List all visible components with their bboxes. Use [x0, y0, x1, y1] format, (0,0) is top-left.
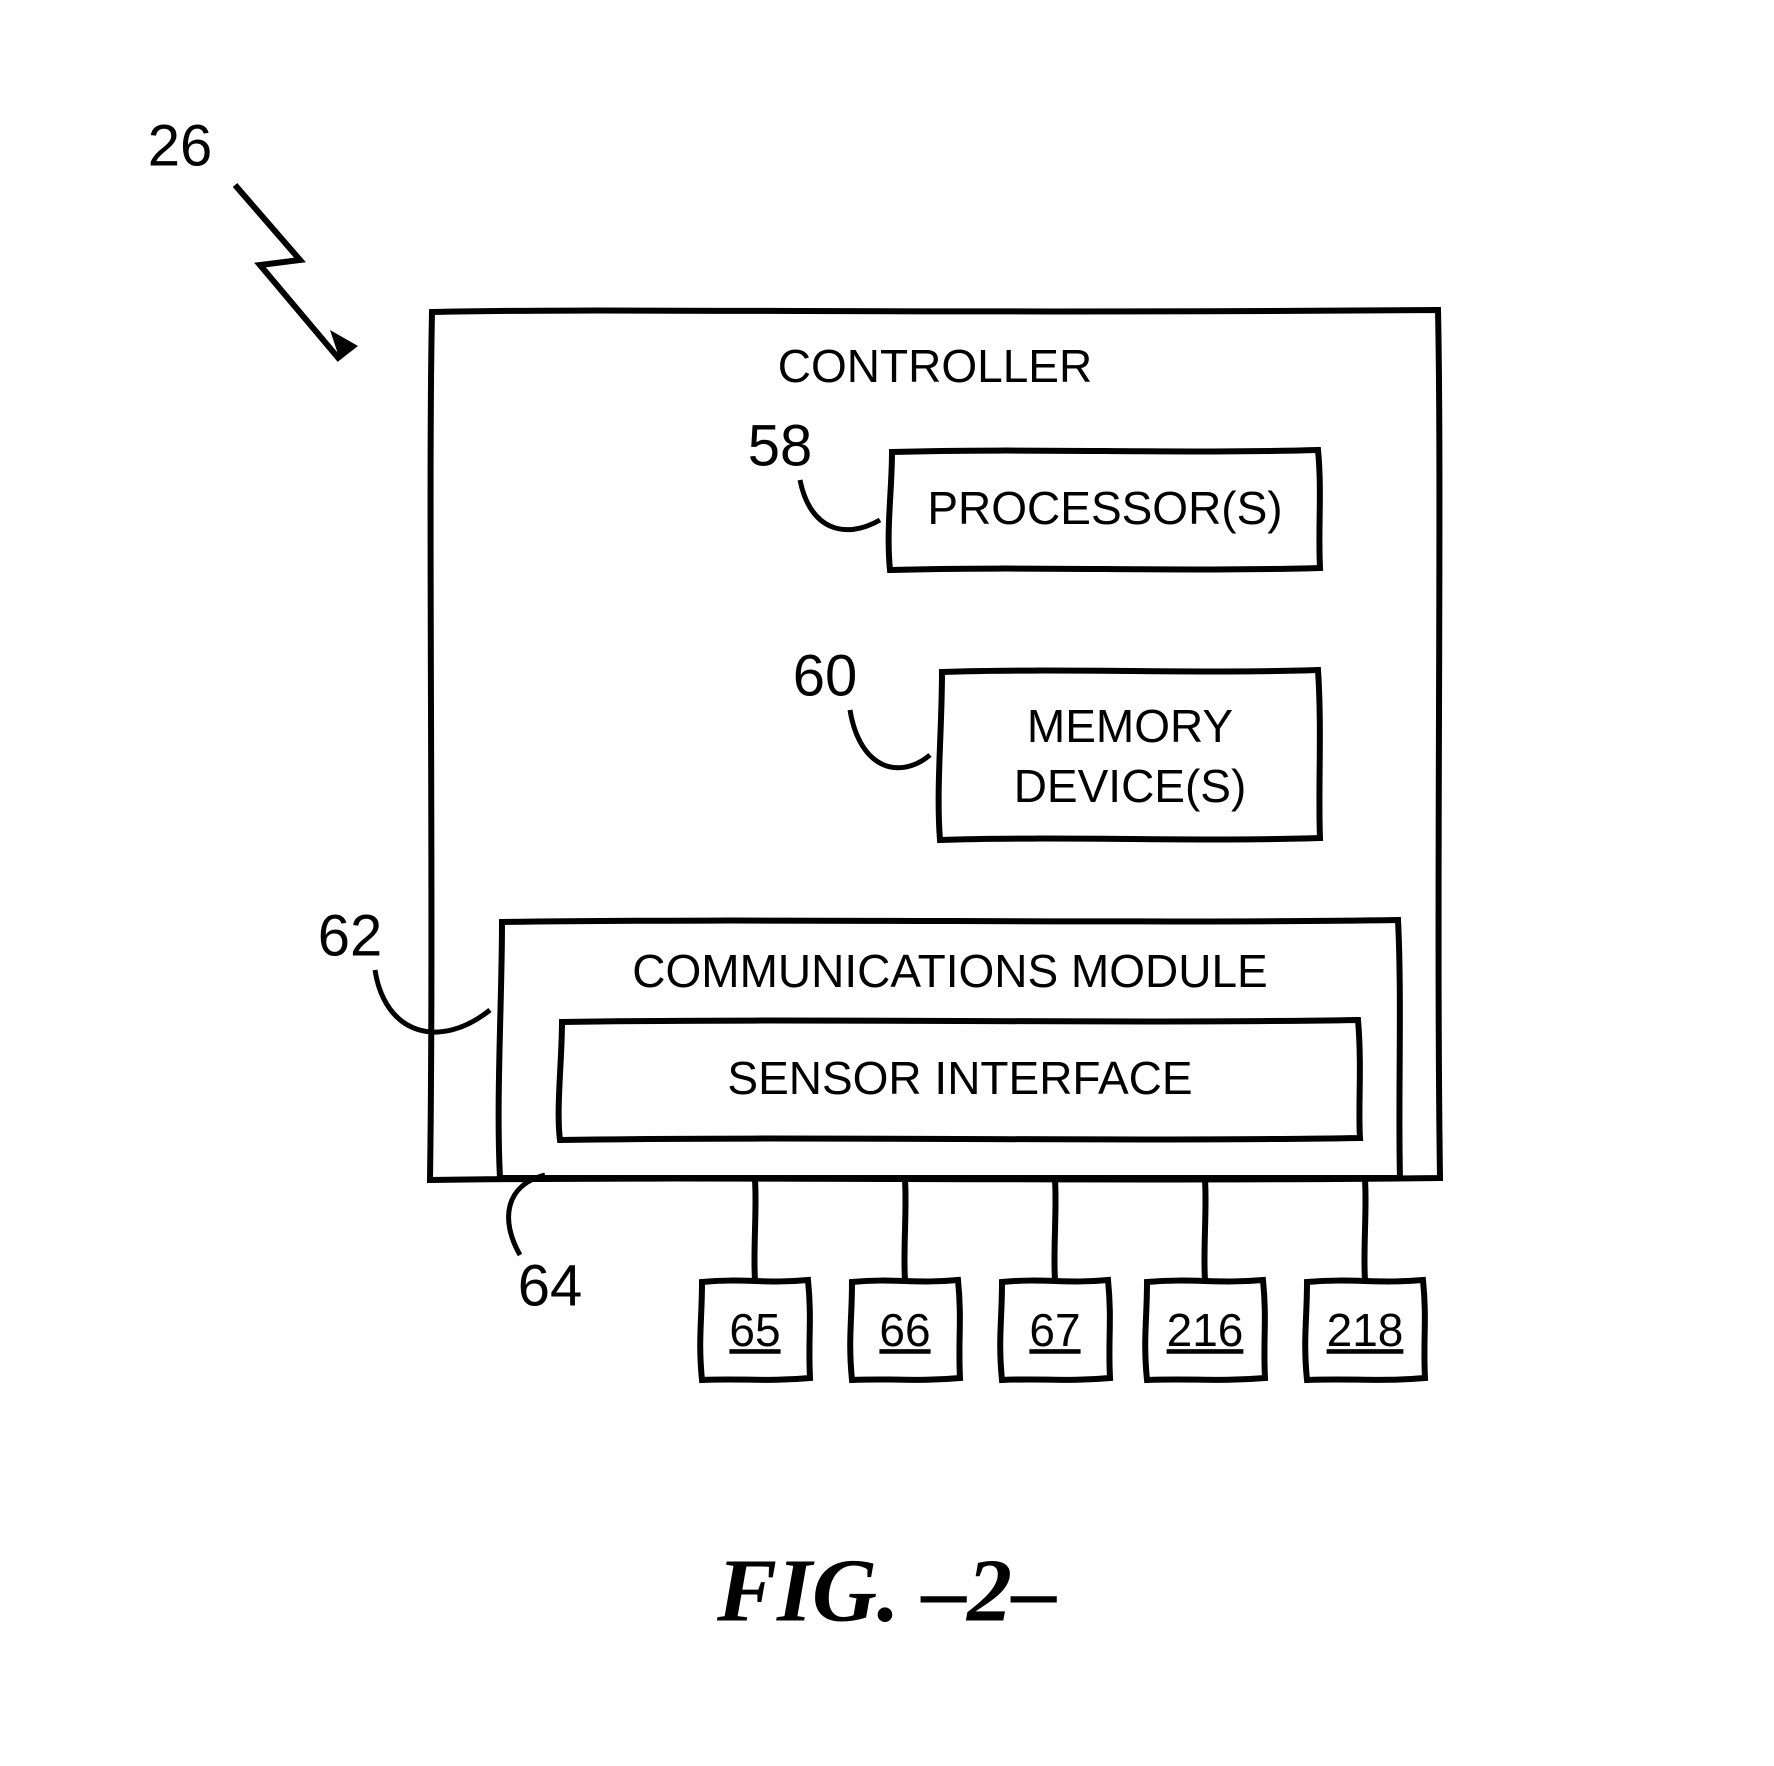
- comms-label: COMMUNICATIONS MODULE: [632, 945, 1268, 997]
- sensor-box-218: 218: [1305, 1180, 1425, 1380]
- sensor-box-66: 66: [850, 1180, 960, 1380]
- memory-leader: [850, 710, 930, 768]
- sensor-box-65: 65: [700, 1180, 810, 1380]
- sensors-group: 65 66 67 216 218: [700, 1180, 1425, 1380]
- processor-box: PROCESSOR(S) 58: [748, 413, 1320, 570]
- sensor-box-67: 67: [1000, 1180, 1110, 1380]
- sensor-connector-66: [904, 1180, 905, 1280]
- sensor-label-65: 65: [729, 1304, 780, 1356]
- comms-ref: 62: [318, 903, 383, 968]
- controller-box: CONTROLLER: [430, 310, 1440, 1180]
- sensor-label-218: 218: [1327, 1304, 1404, 1356]
- sensor-connector-67: [1054, 1180, 1055, 1280]
- sensor-label-216: 216: [1167, 1304, 1244, 1356]
- sensor-interface-label: SENSOR INTERFACE: [727, 1052, 1192, 1104]
- sensor-connector-216: [1204, 1180, 1205, 1280]
- memory-box: MEMORY DEVICE(S) 60: [793, 643, 1320, 840]
- processor-ref: 58: [748, 413, 813, 478]
- controller-rect: [430, 310, 1440, 1180]
- controller-label: CONTROLLER: [778, 340, 1092, 392]
- sensor-interface-ref: 64: [518, 1253, 583, 1318]
- sensor-interface-box: SENSOR INTERFACE 64: [509, 1020, 1360, 1318]
- sensor-label-67: 67: [1029, 1304, 1080, 1356]
- sensor-connector-65: [754, 1180, 755, 1280]
- memory-label-1: MEMORY: [1027, 700, 1233, 752]
- memory-rect: [939, 670, 1320, 840]
- figure-ref-26: 26: [148, 113, 358, 360]
- sensor-label-66: 66: [879, 1304, 930, 1356]
- figure-ref-26-text: 26: [148, 113, 213, 178]
- sensor-box-216: 216: [1145, 1180, 1265, 1380]
- sensor-connector-218: [1364, 1180, 1365, 1280]
- processor-leader: [800, 480, 880, 530]
- memory-label-2: DEVICE(S): [1014, 760, 1247, 812]
- figure-caption: FIG. –2–: [716, 1542, 1057, 1641]
- sensor-interface-leader: [509, 1175, 545, 1255]
- figure-ref-26-arrow: [235, 185, 340, 360]
- memory-ref: 60: [793, 643, 858, 708]
- processor-label: PROCESSOR(S): [927, 482, 1282, 534]
